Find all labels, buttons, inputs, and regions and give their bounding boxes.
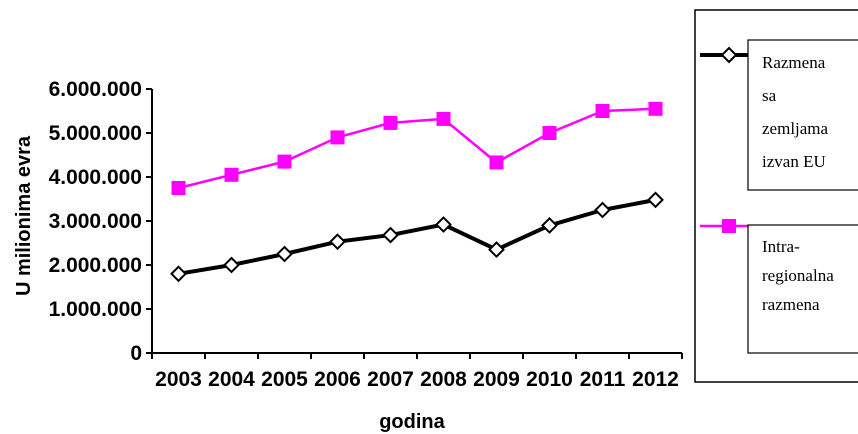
data-point-diamond bbox=[541, 216, 558, 234]
legend-label-line: razmena bbox=[762, 295, 820, 314]
legend-label-line: Intra- bbox=[762, 237, 800, 256]
legend-label-line: sa bbox=[762, 86, 777, 105]
y-axis: 0 1.000.000 2.000.000 3.000.000 4.000.000 5.0… bbox=[49, 78, 153, 365]
legend-label-box bbox=[747, 39, 858, 191]
x-tick-label: 2006 bbox=[314, 368, 361, 391]
series-line bbox=[178, 197, 656, 276]
legend-label-line: Razmena bbox=[762, 53, 826, 72]
legend-label-line: regionalna bbox=[762, 266, 834, 285]
data-point-square bbox=[277, 154, 292, 169]
data-point-square bbox=[489, 155, 504, 170]
data-point-square bbox=[595, 104, 610, 118]
x-tick-label: 2004 bbox=[208, 368, 255, 391]
legend-swatch-marker bbox=[720, 46, 738, 64]
y-tick-label: 3.000.000 bbox=[49, 210, 142, 233]
legend-item-2: Intra-regionalna razmena bbox=[700, 219, 858, 354]
y-tick-label: 5.000.000 bbox=[49, 122, 142, 145]
x-tick-label: 2008 bbox=[420, 368, 467, 391]
data-point-square bbox=[542, 126, 557, 140]
series-1 bbox=[170, 191, 664, 283]
x-tick-label: 2007 bbox=[367, 368, 414, 391]
data-point-diamond bbox=[647, 191, 664, 209]
legend-item-1: Razmena sa zemljama izvan EU bbox=[700, 39, 858, 191]
data-point-square bbox=[330, 130, 345, 145]
legend-swatch-marker bbox=[722, 219, 736, 233]
series-layer bbox=[170, 101, 664, 283]
x-tick-label: 2009 bbox=[473, 368, 520, 391]
data-point-square bbox=[648, 101, 663, 116]
data-point-diamond bbox=[594, 201, 611, 219]
data-point-diamond bbox=[276, 245, 293, 263]
series-2 bbox=[171, 101, 663, 195]
data-point-diamond bbox=[329, 233, 346, 251]
data-point-diamond bbox=[488, 241, 505, 259]
y-tick-label: 1.000.000 bbox=[49, 298, 142, 321]
x-tick-label: 2012 bbox=[632, 368, 679, 391]
data-point-square bbox=[171, 181, 186, 195]
legend-label-line: izvan EU bbox=[762, 152, 826, 171]
data-point-diamond bbox=[435, 216, 452, 233]
y-tick-label: 2.000.000 bbox=[49, 254, 142, 277]
data-point-diamond bbox=[170, 265, 187, 283]
data-point-square bbox=[436, 111, 451, 126]
y-axis-title: U milionima evra bbox=[13, 135, 35, 296]
data-point-square bbox=[383, 115, 398, 130]
x-axis-title: godina bbox=[379, 411, 445, 433]
y-tick-label: 0 bbox=[130, 342, 142, 365]
x-tick-label: 2005 bbox=[261, 368, 308, 391]
data-point-diamond bbox=[223, 256, 240, 274]
x-tick-label: 2010 bbox=[526, 368, 573, 391]
legend-label-line: zemljama bbox=[762, 119, 829, 138]
y-tick-label: 6.000.000 bbox=[49, 78, 142, 101]
x-tick-label: 2003 bbox=[155, 368, 202, 391]
legend: Razmena sa zemljama izvan EU Intra-regionaln… bbox=[694, 9, 858, 383]
series-line bbox=[178, 107, 656, 190]
legend-label-box bbox=[747, 224, 858, 354]
x-tick-label: 2011 bbox=[580, 368, 626, 391]
data-point-square bbox=[224, 167, 239, 182]
x-axis: 2003 2004 2005 2006 2007 2008 2009 2010 2011 2012 bbox=[151, 352, 683, 391]
y-tick-label: 4.000.000 bbox=[49, 166, 142, 189]
data-point-diamond bbox=[382, 226, 399, 244]
